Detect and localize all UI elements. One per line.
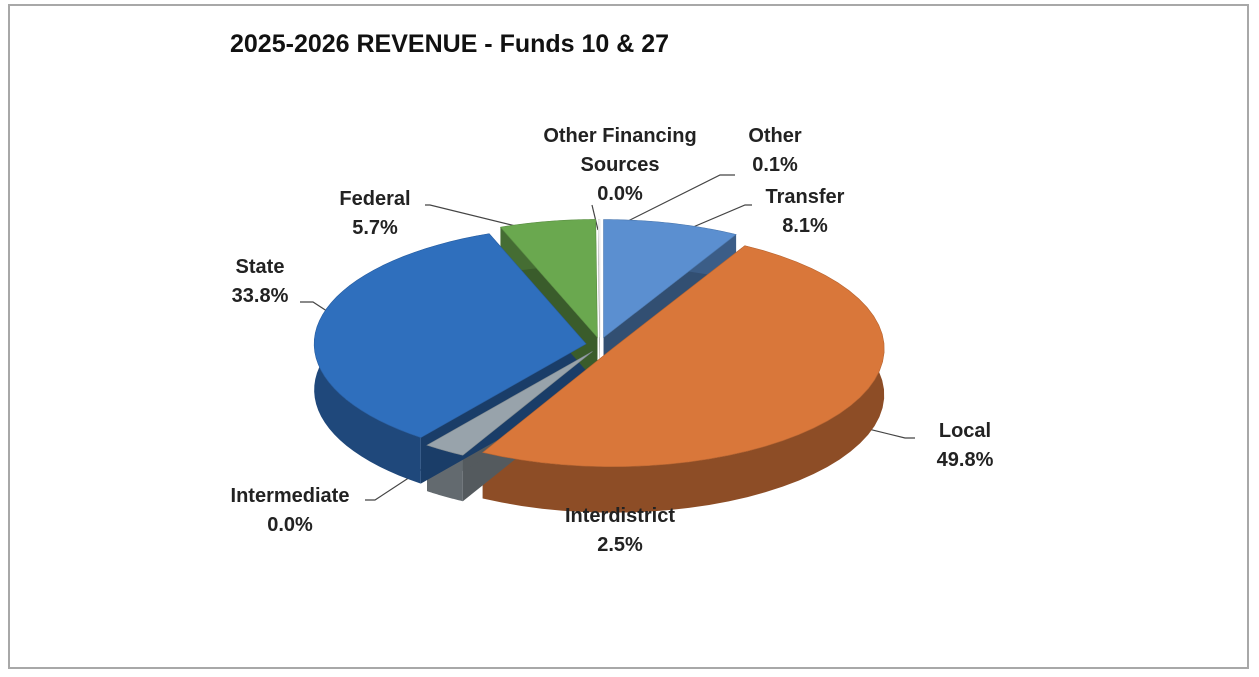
value-label: 5.7% bbox=[352, 217, 398, 239]
leader-line bbox=[591, 204, 599, 231]
slice-side bbox=[482, 245, 885, 513]
data-label: Federal 5.7% bbox=[320, 185, 430, 243]
slice-tops bbox=[313, 219, 885, 467]
data-label: Other 0.1% bbox=[715, 122, 835, 180]
value-label: 49.8% bbox=[936, 449, 994, 471]
slice bbox=[499, 219, 598, 339]
slice bbox=[313, 233, 587, 438]
slice bbox=[426, 351, 593, 456]
leader-line bbox=[425, 204, 553, 236]
leader-line bbox=[671, 204, 752, 237]
data-label: Other Financing Sources 0.0% bbox=[520, 122, 720, 209]
category-label: State bbox=[235, 256, 285, 278]
chart-frame bbox=[8, 4, 1249, 669]
data-label: Intermediate 0.0% bbox=[200, 482, 380, 540]
leader-line bbox=[605, 174, 735, 233]
data-label: Transfer 8.1% bbox=[740, 183, 870, 241]
value-label: 0.0% bbox=[267, 514, 313, 536]
category-label: Federal bbox=[339, 188, 411, 210]
value-label: 0.0% bbox=[597, 183, 643, 205]
slice bbox=[482, 245, 885, 467]
category-label: Intermediate bbox=[230, 485, 350, 507]
data-label: Interdistrict 2.5% bbox=[520, 502, 720, 560]
value-label: 0.1% bbox=[752, 154, 798, 176]
category-label: Local bbox=[938, 420, 992, 442]
value-label: 2.5% bbox=[597, 534, 643, 556]
category-label: Other bbox=[748, 125, 802, 147]
slice bbox=[597, 219, 601, 338]
category-label: Transfer bbox=[765, 186, 845, 208]
value-label: 8.1% bbox=[782, 215, 828, 237]
chart-title: 2025-2026 REVENUE - Funds 10 & 27 bbox=[230, 30, 670, 58]
data-label: Local 49.8% bbox=[905, 417, 1025, 475]
slice bbox=[603, 219, 737, 339]
value-label: 33.8% bbox=[231, 285, 289, 307]
data-label: State 33.8% bbox=[205, 253, 315, 311]
category-label: Other Financing Sources bbox=[543, 125, 697, 176]
category-label: Interdistrict bbox=[564, 505, 676, 527]
